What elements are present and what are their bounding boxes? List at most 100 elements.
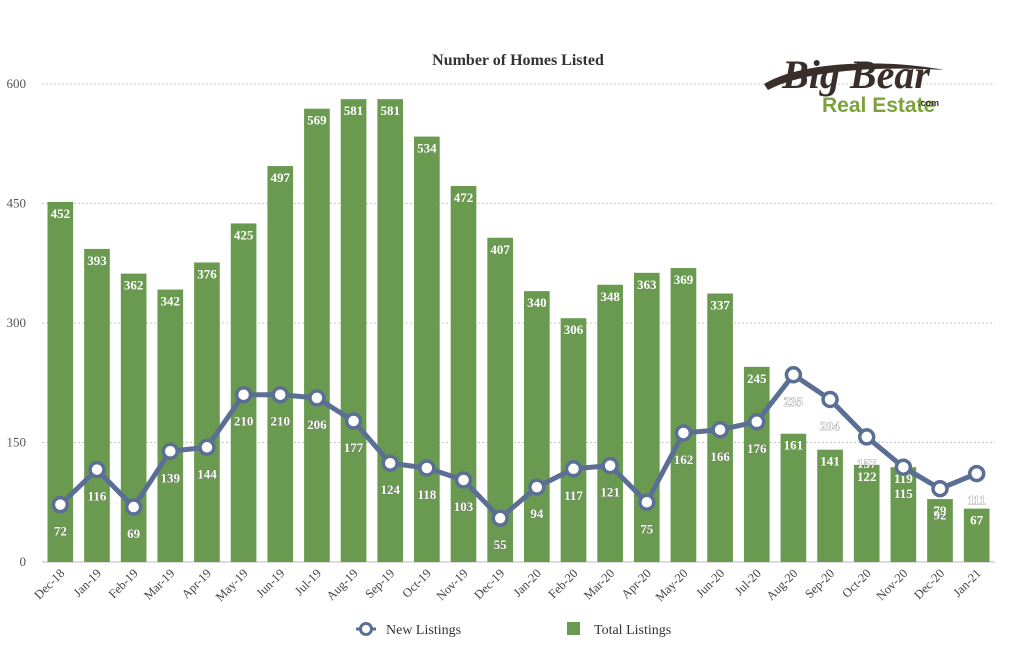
bar bbox=[120, 273, 147, 562]
line-point bbox=[674, 424, 693, 442]
line-label: 210 bbox=[271, 414, 291, 429]
line-point bbox=[308, 389, 326, 407]
line-point bbox=[198, 438, 216, 457]
bar bbox=[633, 272, 660, 562]
bar bbox=[890, 467, 917, 562]
line-point bbox=[564, 460, 583, 478]
bar bbox=[414, 136, 440, 562]
bar bbox=[780, 433, 807, 562]
line-label: 116 bbox=[88, 489, 107, 504]
x-tick-label: Apr-20 bbox=[619, 566, 654, 601]
x-tick-label: Oct-19 bbox=[400, 566, 434, 600]
bar-label: 393 bbox=[87, 253, 107, 268]
bar-label: 425 bbox=[234, 227, 254, 242]
x-tick-label: Dec-19 bbox=[471, 566, 507, 602]
line-label: 235 bbox=[784, 394, 804, 409]
line-point bbox=[711, 421, 729, 439]
y-tick-label: 300 bbox=[7, 315, 27, 330]
x-tick-label: Dec-18 bbox=[32, 566, 68, 602]
x-tick-label: Apr-19 bbox=[179, 566, 214, 601]
bar-label: 161 bbox=[784, 438, 804, 453]
line-point bbox=[638, 493, 656, 511]
bar-label: 306 bbox=[564, 322, 584, 337]
legend-swatch-total-listings bbox=[567, 622, 580, 635]
bar-label: 67 bbox=[970, 513, 984, 528]
y-tick-label: 150 bbox=[7, 435, 27, 450]
x-tick-label: Jun-19 bbox=[253, 566, 287, 600]
bar bbox=[377, 99, 404, 563]
bar bbox=[853, 464, 880, 562]
bar bbox=[597, 284, 623, 562]
bar bbox=[927, 499, 953, 562]
bar bbox=[560, 318, 587, 562]
logo: Big Bear Real Estate .com bbox=[764, 52, 944, 117]
line-point bbox=[271, 385, 289, 404]
line-point bbox=[967, 464, 986, 483]
bar bbox=[157, 289, 184, 562]
line-label: 72 bbox=[54, 524, 67, 539]
bar-label: 337 bbox=[710, 298, 730, 313]
bar-label: 581 bbox=[344, 103, 364, 118]
x-tick-label: Oct-20 bbox=[839, 566, 873, 600]
line-point bbox=[161, 442, 180, 461]
line-new-listings bbox=[51, 366, 986, 527]
bar-label: 245 bbox=[747, 371, 767, 386]
line-point bbox=[124, 498, 143, 516]
legend: New Listings Total Listings bbox=[356, 622, 671, 638]
bar bbox=[523, 291, 550, 562]
chart-title: Number of Homes Listed bbox=[432, 52, 604, 69]
y-tick-label: 0 bbox=[20, 554, 27, 569]
bar-label: 340 bbox=[527, 295, 547, 310]
line-label: 121 bbox=[600, 485, 620, 500]
x-tick-label: Feb-20 bbox=[546, 566, 581, 601]
logo-swoosh bbox=[764, 63, 944, 90]
y-tick-label: 450 bbox=[7, 196, 27, 211]
line-point bbox=[857, 428, 876, 446]
line-label: 157 bbox=[857, 456, 877, 471]
x-tick-label: Mar-20 bbox=[581, 566, 617, 602]
y-tick-label: 600 bbox=[7, 76, 27, 91]
x-tick-label: Nov-20 bbox=[874, 566, 911, 603]
line-label: 166 bbox=[710, 449, 730, 464]
legend-label-new-listings: New Listings bbox=[386, 623, 461, 638]
bar-label: 472 bbox=[454, 190, 474, 205]
line-label: 55 bbox=[494, 537, 508, 552]
legend-label-total-listings: Total Listings bbox=[594, 623, 671, 638]
line-point bbox=[931, 479, 949, 498]
x-tick-label: Jun-20 bbox=[693, 566, 727, 600]
bar bbox=[340, 99, 367, 563]
bar bbox=[963, 508, 990, 562]
bar-label: 141 bbox=[820, 454, 840, 469]
line-point bbox=[454, 471, 473, 489]
line-label: 210 bbox=[234, 414, 254, 429]
line-label: 75 bbox=[640, 521, 654, 536]
line-point bbox=[784, 366, 803, 384]
line-label: 69 bbox=[127, 526, 141, 541]
line-label: 92 bbox=[934, 508, 947, 523]
bar-label: 569 bbox=[307, 113, 327, 128]
line-label: 162 bbox=[674, 452, 694, 467]
logo-big-bear-text: Big Bear bbox=[781, 52, 930, 97]
line-point bbox=[381, 454, 399, 472]
line-label: 118 bbox=[417, 487, 436, 502]
line-label: 139 bbox=[161, 470, 181, 485]
bar bbox=[817, 449, 843, 562]
line-label: 176 bbox=[747, 441, 767, 456]
line-point bbox=[601, 456, 619, 475]
bar-label: 534 bbox=[417, 141, 437, 156]
line-label: 204 bbox=[820, 418, 840, 433]
x-tick-label: Aug-19 bbox=[324, 566, 361, 603]
bar-label: 362 bbox=[124, 278, 144, 293]
y-axis-ticks: 0 150 300 450 600 bbox=[7, 76, 27, 569]
bar-label: 369 bbox=[674, 272, 694, 287]
line-point bbox=[234, 385, 253, 404]
line-point bbox=[88, 460, 106, 479]
x-tick-label: Sep-20 bbox=[802, 566, 837, 601]
line-point bbox=[344, 412, 363, 430]
bar-label: 122 bbox=[857, 469, 877, 484]
bar bbox=[450, 185, 477, 562]
bar bbox=[84, 248, 110, 562]
bar bbox=[743, 366, 770, 562]
